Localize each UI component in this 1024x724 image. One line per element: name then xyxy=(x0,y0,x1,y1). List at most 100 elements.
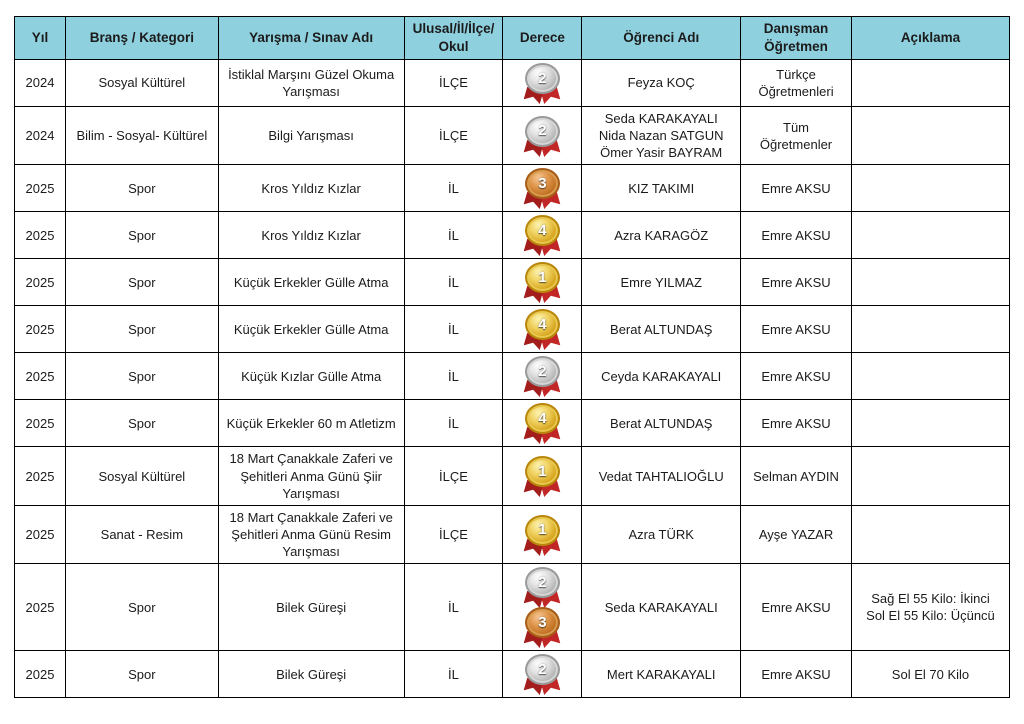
cell-competition: Kros Yıldız Kızlar xyxy=(217,211,405,260)
cell-level: İL xyxy=(403,258,504,307)
cell-advisor: Emre AKSU xyxy=(740,164,852,213)
cell-competition: 18 Mart Çanakkale Zaferi ve Şehitleri An… xyxy=(217,504,405,565)
cell-competition: Küçük Kızlar Gülle Atma xyxy=(217,352,405,401)
table-header: Yıl Branş / Kategori Yarışma / Sınav Adı… xyxy=(14,16,1011,60)
cell-category: Spor xyxy=(64,258,219,307)
cell-student: Azra TÜRK xyxy=(581,504,742,565)
medal-gold-icon: 4 xyxy=(524,403,560,443)
cell-year: 2025 xyxy=(14,352,66,401)
cell-category: Spor xyxy=(64,650,219,699)
cell-category: Spor xyxy=(64,164,219,213)
cell-level: İLÇE xyxy=(403,59,504,107)
cell-competition: Bilgi Yarışması xyxy=(217,105,405,166)
cell-year: 2025 xyxy=(14,399,66,448)
cell-level: İL xyxy=(403,164,504,213)
medal-gold-icon: 4 xyxy=(524,309,560,349)
medal-disc: 3 xyxy=(524,607,560,639)
medal-rank: 2 xyxy=(538,574,547,591)
header-competition: Yarışma / Sınav Adı xyxy=(217,16,405,60)
medal-rank: 2 xyxy=(538,363,547,381)
medal-rank: 4 xyxy=(538,410,547,428)
table-row: 2024 Sosyal Kültürel İstiklal Marşını Güze… xyxy=(14,59,1011,107)
header-degree: Derece xyxy=(502,16,583,60)
medal-gold-icon: 1 xyxy=(524,262,560,302)
cell-medals: 1 xyxy=(502,258,583,307)
cell-competition: 18 Mart Çanakkale Zaferi ve Şehitleri An… xyxy=(217,446,405,506)
header-note: Açıklama xyxy=(850,16,1011,60)
cell-student: Azra KARAGÖZ xyxy=(581,211,742,260)
cell-advisor: Emre AKSU xyxy=(740,563,852,652)
table-row: 2024 Bilim - Sosyal- Kültürel Bilgi Yarışm… xyxy=(14,105,1011,166)
medal-disc: 2 xyxy=(524,567,560,599)
header-row: Yıl Branş / Kategori Yarışma / Sınav Adı… xyxy=(14,16,1011,60)
cell-advisor: Emre AKSU xyxy=(740,211,852,260)
table-row: 2025 Spor Küçük Erkekler 60 m Atletizm İL 4 B… xyxy=(14,399,1011,448)
cell-category: Spor xyxy=(64,563,219,652)
cell-student: Ceyda KARAKAYALI xyxy=(581,352,742,401)
cell-level: İL xyxy=(403,399,504,448)
medal-disc: 2 xyxy=(524,115,560,147)
cell-note xyxy=(850,305,1011,354)
table-row: 2025 Sanat - Resim 18 Mart Çanakkale Zafer… xyxy=(14,504,1011,565)
achievements-table: Yıl Branş / Kategori Yarışma / Sınav Adı… xyxy=(14,16,1011,699)
table-row: 2025 Spor Küçük Erkekler Gülle Atma İL 4 Bera… xyxy=(14,305,1011,354)
cell-year: 2025 xyxy=(14,563,66,652)
cell-competition: Küçük Erkekler 60 m Atletizm xyxy=(217,399,405,448)
cell-note xyxy=(850,352,1011,401)
medal-disc: 1 xyxy=(524,514,560,546)
cell-competition: İstiklal Marşını Güzel Okuma Yarışması xyxy=(217,59,405,107)
cell-medals: 2 xyxy=(502,650,583,699)
cell-year: 2025 xyxy=(14,446,66,506)
medal-silver-icon: 2 xyxy=(524,63,560,103)
header-category: Branş / Kategori xyxy=(64,16,219,60)
table-row: 2025 Spor Bilek Güreşi İL 2 Mert KARAKAYALI Em… xyxy=(14,650,1011,699)
cell-note xyxy=(850,399,1011,448)
table-row: 2025 Spor Bilek Güreşi İL 2 3 Seda KARAKAYALI E… xyxy=(14,563,1011,652)
cell-year: 2025 xyxy=(14,211,66,260)
cell-note: Sağ El 55 Kilo: İkinci Sol El 55 Kilo: Ü… xyxy=(850,563,1011,652)
cell-level: İLÇE xyxy=(403,504,504,565)
medal-silver-icon: 2 xyxy=(524,356,560,396)
medal-bronze-icon: 3 xyxy=(524,607,560,647)
medal-rank: 3 xyxy=(538,175,547,193)
medal-gold-icon: 4 xyxy=(524,215,560,255)
cell-medals: 3 xyxy=(502,164,583,213)
table-body: 2024 Sosyal Kültürel İstiklal Marşını Güze… xyxy=(14,59,1011,699)
cell-student: Emre YILMAZ xyxy=(581,258,742,307)
medal-silver-icon: 2 xyxy=(524,567,560,607)
cell-year: 2025 xyxy=(14,650,66,699)
cell-competition: Bilek Güreşi xyxy=(217,563,405,652)
cell-level: İLÇE xyxy=(403,105,504,166)
medal-rank: 3 xyxy=(538,614,547,631)
cell-medals: 2 xyxy=(502,59,583,107)
medal-disc: 4 xyxy=(524,309,560,341)
cell-category: Spor xyxy=(64,352,219,401)
cell-competition: Küçük Erkekler Gülle Atma xyxy=(217,305,405,354)
medal-rank: 4 xyxy=(538,222,547,240)
table-row: 2025 Spor Küçük Kızlar Gülle Atma İL 2 Ceyda … xyxy=(14,352,1011,401)
cell-category: Sosyal Kültürel xyxy=(64,446,219,506)
cell-category: Spor xyxy=(64,211,219,260)
cell-note xyxy=(850,211,1011,260)
cell-year: 2025 xyxy=(14,258,66,307)
medal-rank: 1 xyxy=(538,269,547,287)
cell-medals: 4 xyxy=(502,211,583,260)
table-row: 2025 Spor Kros Yıldız Kızlar İL 4 Azra KARAGÖ… xyxy=(14,211,1011,260)
cell-category: Sanat - Resim xyxy=(64,504,219,565)
cell-student: Mert KARAKAYALI xyxy=(581,650,742,699)
medal-disc: 4 xyxy=(524,403,560,435)
header-student: Öğrenci Adı xyxy=(581,16,742,60)
medal-rank: 2 xyxy=(538,661,547,678)
medal-silver-icon: 2 xyxy=(524,115,560,156)
cell-note xyxy=(850,258,1011,307)
header-year: Yıl xyxy=(14,16,66,60)
cell-year: 2025 xyxy=(14,164,66,213)
cell-category: Spor xyxy=(64,305,219,354)
cell-student: Feyza KOÇ xyxy=(581,59,742,107)
cell-note xyxy=(850,164,1011,213)
medal-rank: 1 xyxy=(538,462,547,480)
cell-student: Berat ALTUNDAŞ xyxy=(581,305,742,354)
cell-competition: Bilek Güreşi xyxy=(217,650,405,699)
medal-rank: 4 xyxy=(538,316,547,334)
